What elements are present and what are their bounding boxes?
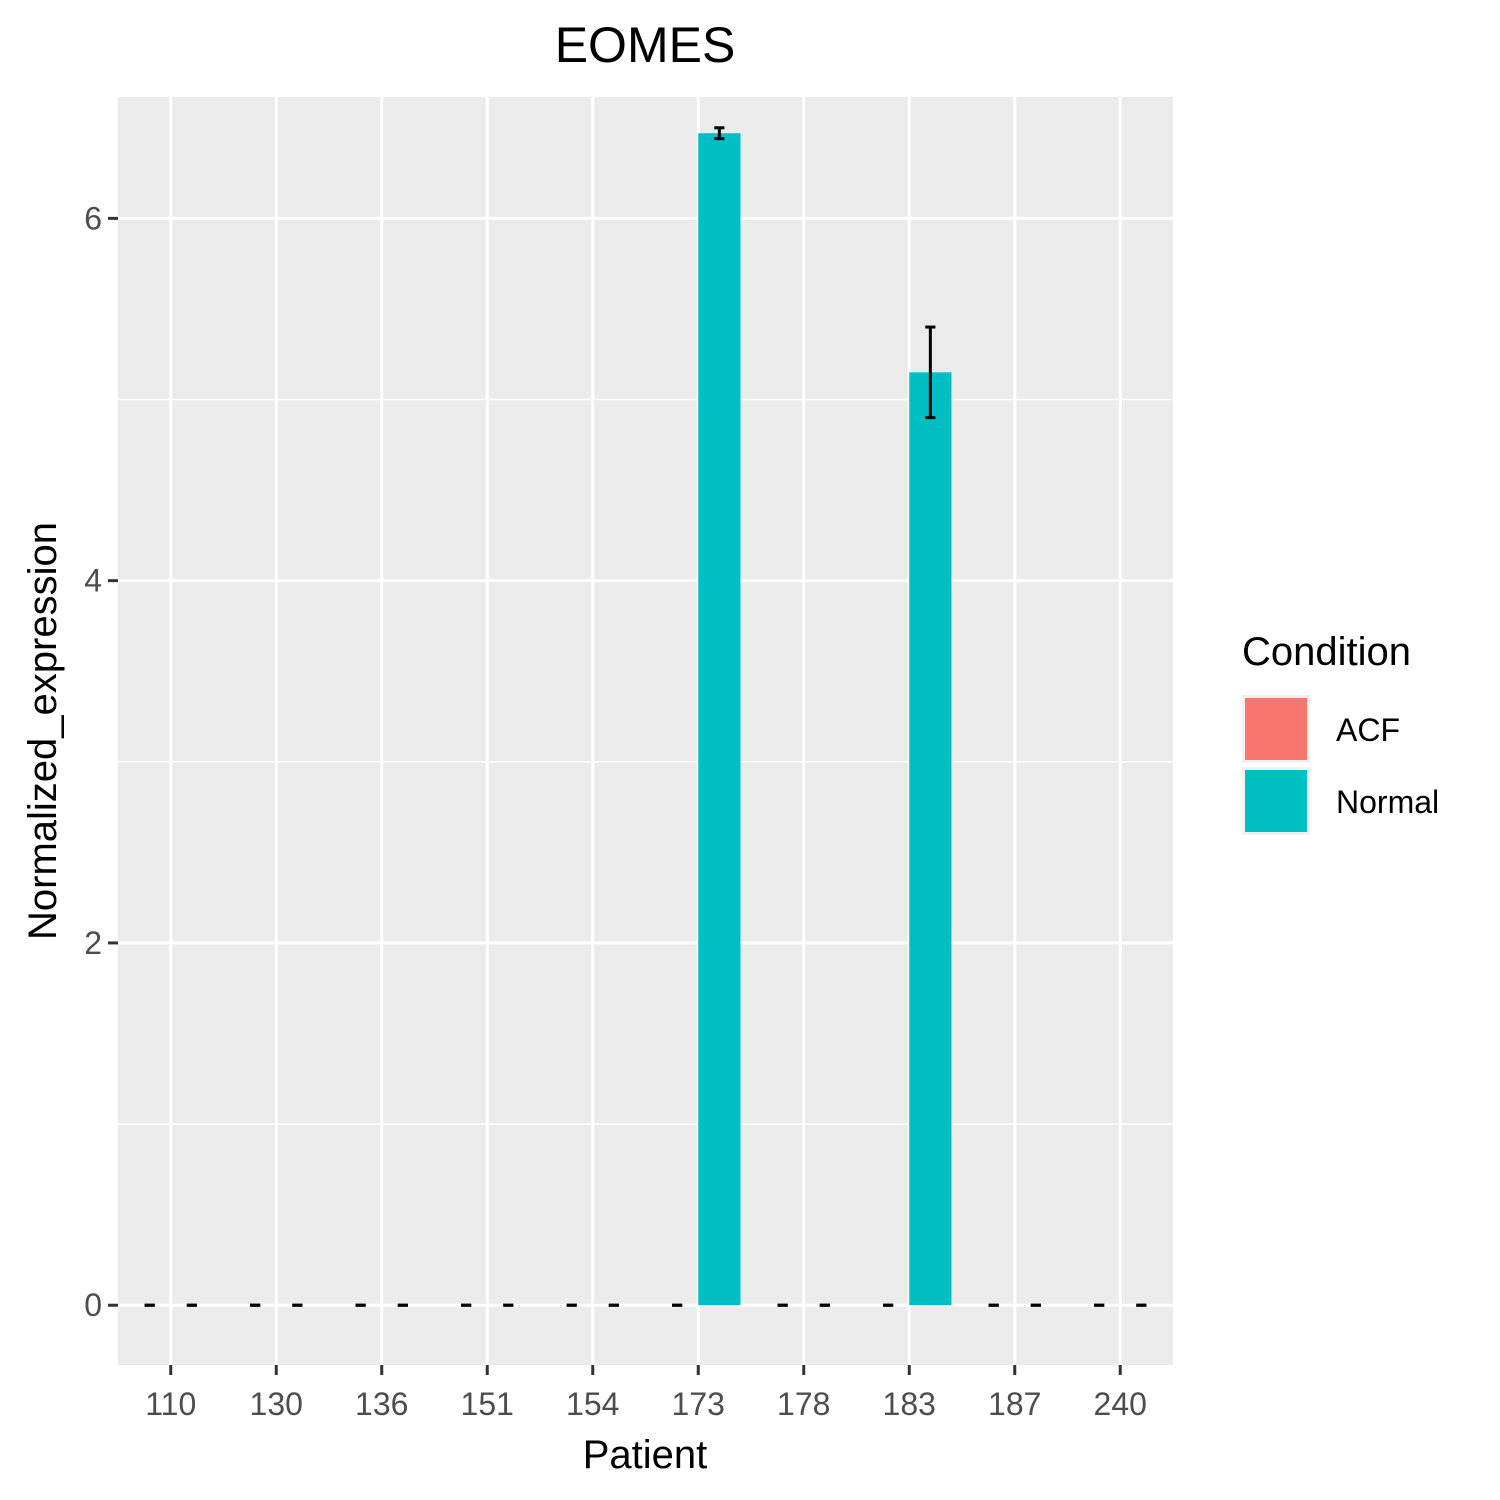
- error-bars: [144, 126, 1147, 1307]
- error-bar-normal-183: [925, 325, 936, 420]
- x-tick-label: 173: [672, 1386, 725, 1422]
- legend: Condition ACF Normal: [1242, 630, 1439, 835]
- x-tick-label: 136: [355, 1386, 408, 1422]
- y-tick-label: 4: [84, 563, 102, 599]
- legend-key-swatch: [1245, 770, 1307, 832]
- y-axis: 0 2 4 6: [84, 200, 118, 1323]
- legend-label: ACF: [1336, 712, 1400, 748]
- x-axis-title: Patient: [583, 1433, 708, 1477]
- x-tick-label: 178: [777, 1386, 830, 1422]
- plot-panel: [118, 97, 1173, 1365]
- y-tick-label: 0: [84, 1287, 102, 1323]
- x-tick-label: 183: [883, 1386, 936, 1422]
- x-tick-label: 187: [988, 1386, 1041, 1422]
- y-tick-label: 6: [84, 200, 102, 236]
- minor-gridlines: [118, 398, 1173, 1125]
- x-tick-label: 154: [566, 1386, 619, 1422]
- chart-title: EOMES: [555, 17, 736, 73]
- x-tick-label: 151: [461, 1386, 514, 1422]
- legend-label: Normal: [1336, 784, 1439, 820]
- bar-normal-183: [909, 372, 952, 1306]
- legend-entry-normal: Normal: [1242, 767, 1439, 835]
- x-tick-label: 130: [250, 1386, 303, 1422]
- y-axis-title: Normalized_expression: [21, 522, 65, 940]
- bar-normal-173: [698, 133, 741, 1306]
- legend-key-swatch: [1245, 698, 1307, 760]
- x-axis: 110 130 136 151 154 173 178 183 187 240: [145, 1365, 1147, 1422]
- x-tick-label: 240: [1094, 1386, 1147, 1422]
- y-tick-label: 2: [84, 925, 102, 961]
- legend-title: Condition: [1242, 630, 1411, 674]
- bars: [698, 133, 952, 1306]
- error-bar-normal-173: [714, 126, 725, 141]
- legend-entry-acf: ACF: [1242, 695, 1400, 763]
- x-tick-label: 110: [145, 1386, 196, 1422]
